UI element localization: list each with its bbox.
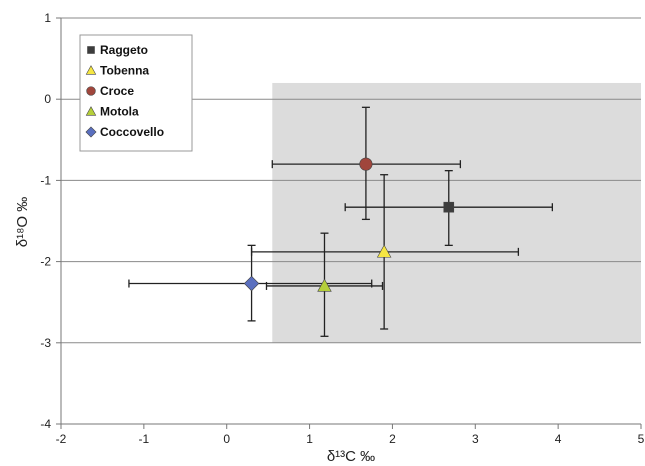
x-tick-label: 3: [472, 432, 479, 446]
legend-marker-motola: [85, 106, 97, 116]
x-tick-label: -1: [139, 432, 150, 446]
data-point-croce: [359, 157, 373, 171]
x-tick-label: -2: [56, 432, 67, 446]
legend-label-raggeto: Raggeto: [100, 43, 148, 57]
shaded-region-layer: [272, 82, 641, 343]
x-tick-label: 2: [389, 432, 396, 446]
x-tick-label: 0: [223, 432, 230, 446]
x-tick-label: 4: [555, 432, 562, 446]
legend-label-tobenna: Tobenna: [100, 64, 149, 78]
data-point-tobenna: [376, 244, 392, 258]
y-axis-title: δ¹⁸O ‰: [14, 197, 31, 248]
x-axis-title: δ¹³C ‰: [327, 448, 375, 465]
legend-label-coccovello: Coccovello: [100, 125, 164, 139]
y-tick-label: -2: [40, 255, 51, 269]
shaded-region: [272, 82, 641, 343]
x-tick-label: 1: [306, 432, 313, 446]
data-point-motola: [317, 278, 332, 292]
y-tick-label: -1: [40, 173, 51, 187]
y-tick-label: -4: [40, 417, 51, 431]
y-tick-label: 1: [44, 11, 51, 25]
x-tick-label: 5: [638, 432, 645, 446]
legend-marker-tobenna: [85, 65, 97, 75]
y-tick-labels: -4 -3 -2 -1 0 1: [40, 11, 51, 431]
legend-box: [79, 34, 193, 152]
y-tick-label: -3: [40, 336, 51, 350]
legend-label-croce: Croce: [100, 84, 134, 98]
legend: Raggeto Tobenna Croce Motola Coccovello: [79, 34, 193, 152]
data-point-raggeto: [443, 201, 455, 213]
data-point-coccovello: [243, 275, 260, 292]
axes: [56, 17, 642, 429]
legend-marker-coccovello: [85, 126, 97, 138]
data-points: [243, 157, 455, 292]
y-tick-label: 0: [44, 92, 51, 106]
legend-marker-raggeto: [87, 46, 95, 54]
x-tick-labels: -2 -1 0 1 2 3 4 5: [56, 432, 645, 446]
legend-label-motola: Motola: [100, 105, 139, 119]
legend-marker-croce: [86, 86, 96, 96]
